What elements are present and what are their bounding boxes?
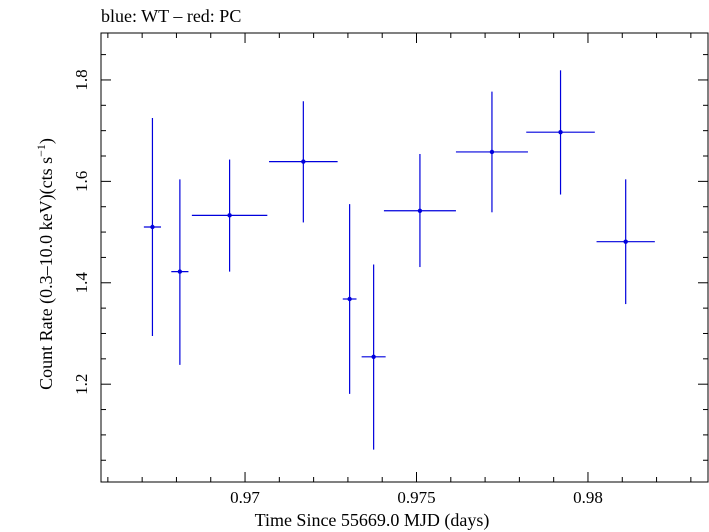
data-series-wt (143, 70, 655, 450)
y-tick-label: 1.8 (72, 69, 91, 90)
y-axis-label-end: ) (36, 138, 57, 144)
chart-title: blue: WT – red: PC (101, 6, 241, 26)
y-tick-label: 1.6 (72, 171, 91, 192)
data-point (191, 159, 268, 272)
data-marker (558, 129, 563, 135)
data-point (455, 91, 528, 213)
data-marker (177, 269, 183, 274)
x-tick-label: 0.98 (573, 488, 603, 507)
data-point (342, 204, 357, 394)
y-axis-label: Count Rate (0.3–10.0 keV)(cts s−1) (34, 138, 57, 390)
y-axis-tick-labels: 1.2 1.4 1.6 1.8 (72, 69, 91, 394)
x-axis-label: Time Since 55669.0 MJD (days) (255, 510, 490, 531)
x-tick-label: 0.97 (230, 488, 260, 507)
y-tick-label: 1.2 (72, 374, 91, 395)
y-tick-label: 1.4 (72, 272, 91, 294)
data-point (269, 101, 338, 223)
x-tick-label: 0.975 (397, 488, 435, 507)
data-marker (301, 159, 306, 164)
data-marker (227, 213, 232, 218)
data-point (526, 70, 595, 195)
data-point (171, 179, 189, 365)
data-marker (371, 354, 376, 360)
y-axis-label-main: Count Rate (0.3–10.0 keV)(cts s (36, 157, 57, 390)
data-point (143, 117, 162, 337)
data-marker (623, 239, 628, 244)
data-marker (417, 208, 423, 213)
x-axis-ticks (107, 33, 692, 482)
data-point (361, 264, 386, 450)
x-axis-tick-labels: 0.97 0.975 0.98 (230, 488, 603, 507)
data-marker (347, 296, 352, 302)
data-point (383, 153, 456, 268)
data-point (596, 179, 655, 305)
data-marker (489, 149, 495, 155)
y-axis-label-exponent: −1 (34, 144, 48, 157)
y-axis-ticks (101, 54, 708, 461)
data-marker (150, 224, 155, 230)
